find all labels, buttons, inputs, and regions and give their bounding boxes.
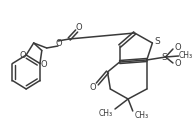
Text: O: O: [75, 24, 82, 33]
Text: O: O: [89, 84, 96, 92]
Text: CH₃: CH₃: [179, 52, 192, 60]
Text: CH₃: CH₃: [98, 108, 113, 118]
Text: S: S: [162, 53, 167, 61]
Text: O: O: [174, 59, 181, 69]
Text: S: S: [154, 38, 160, 46]
Text: O: O: [56, 39, 62, 48]
Text: O: O: [19, 51, 26, 59]
Text: O: O: [41, 60, 47, 69]
Text: O: O: [174, 43, 181, 53]
Text: CH₃: CH₃: [135, 111, 149, 119]
